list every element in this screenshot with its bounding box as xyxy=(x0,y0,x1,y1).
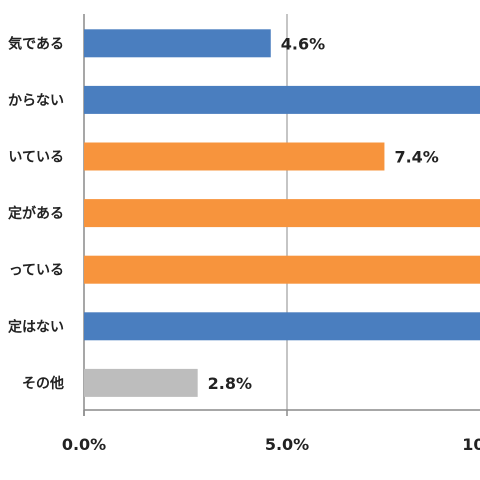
data-label: 4.6% xyxy=(281,34,325,53)
data-label: 2.8% xyxy=(208,374,252,393)
category-label: 気である xyxy=(8,35,64,52)
bars xyxy=(84,29,480,397)
bar xyxy=(84,85,480,114)
bar xyxy=(84,142,385,171)
category-label: からない xyxy=(8,93,64,109)
x-tick-label: 5.0% xyxy=(265,435,309,454)
bar xyxy=(84,312,480,341)
bar xyxy=(84,29,271,58)
category-label: その他 xyxy=(22,375,64,392)
bar xyxy=(84,368,198,397)
bar xyxy=(84,199,480,228)
x-tick-labels: 0.0%5.0%10.0%15.0%20 xyxy=(62,435,480,454)
category-label: いている xyxy=(8,150,64,166)
category-label: 定はない xyxy=(8,318,64,335)
category-label: 定がある xyxy=(8,205,64,222)
x-tick-label: 0.0% xyxy=(62,435,106,454)
bar xyxy=(84,255,480,284)
data-label: 7.4% xyxy=(394,148,438,167)
category-label: っている xyxy=(9,263,64,279)
value-labels: 4.6%7.4%12.0%2.8% xyxy=(208,34,439,393)
x-tick-label: 10.0% xyxy=(462,435,480,454)
